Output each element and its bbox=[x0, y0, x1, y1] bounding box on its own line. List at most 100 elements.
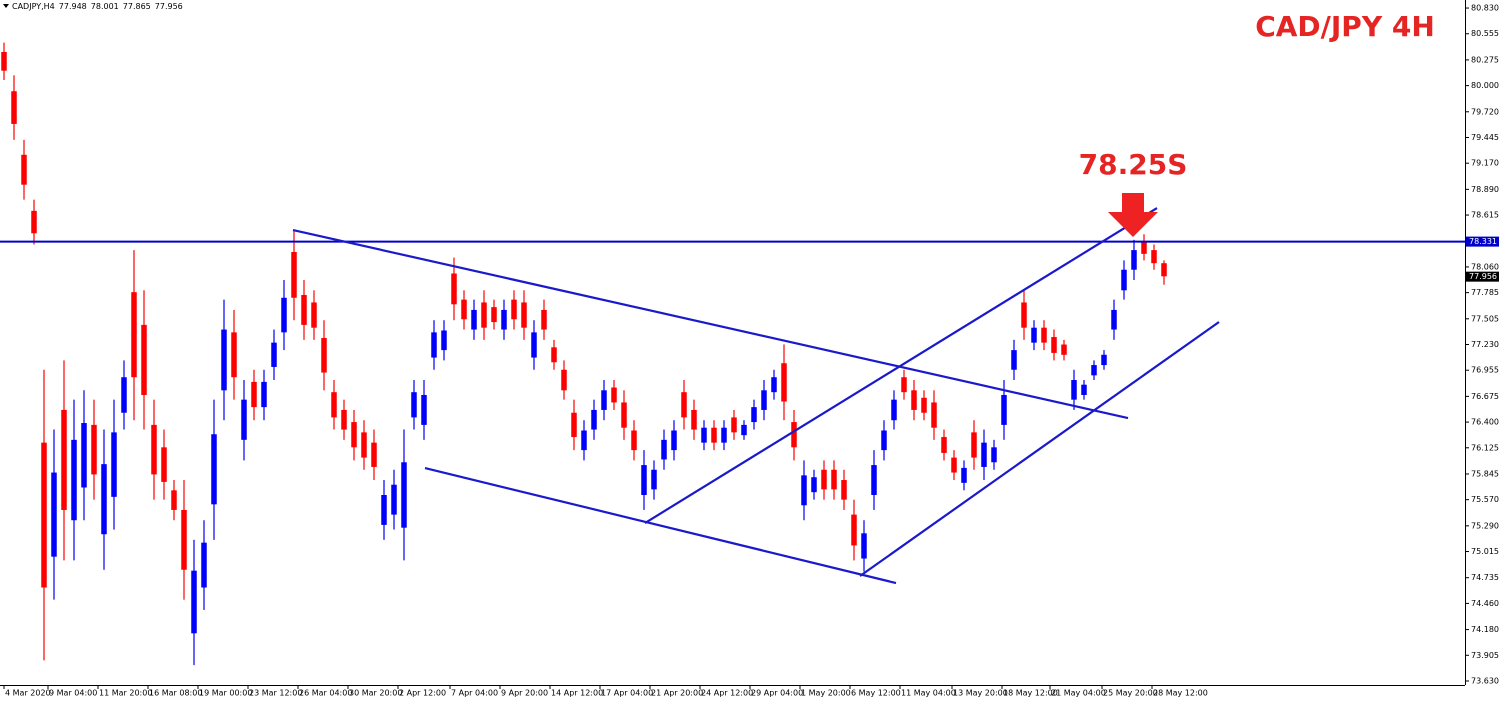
candle-body bbox=[611, 387, 617, 403]
candle-body bbox=[841, 480, 847, 500]
candle-body bbox=[821, 469, 827, 490]
candle-body bbox=[31, 210, 37, 234]
candle-body bbox=[1081, 384, 1087, 395]
y-tick-label: 80.275 bbox=[1471, 55, 1499, 64]
candle-body bbox=[141, 324, 147, 395]
menu-triangle bbox=[3, 4, 9, 8]
candle-body bbox=[551, 347, 557, 363]
candle-body bbox=[501, 309, 507, 330]
candle-body bbox=[581, 430, 587, 451]
candle-body bbox=[1041, 327, 1047, 343]
x-tick-label: 13 May 20:00 bbox=[953, 689, 1008, 698]
y-tick-label: 80.555 bbox=[1471, 29, 1499, 38]
candle-body bbox=[561, 369, 567, 391]
candle-body bbox=[871, 465, 877, 495]
y-tick-label: 73.630 bbox=[1471, 676, 1499, 685]
y-tick-label: 76.675 bbox=[1471, 392, 1499, 401]
candle-body bbox=[191, 570, 197, 634]
candle-body bbox=[771, 377, 777, 393]
candle-body bbox=[1161, 263, 1167, 277]
candle-body bbox=[21, 154, 27, 185]
candle-body bbox=[331, 392, 337, 418]
candle-body bbox=[651, 469, 657, 490]
candle-body bbox=[481, 302, 487, 328]
candle-body bbox=[1151, 250, 1157, 264]
candle-body bbox=[781, 363, 787, 402]
candle-body bbox=[361, 432, 367, 458]
y-tick-label: 76.400 bbox=[1471, 418, 1499, 427]
candle-body bbox=[701, 427, 707, 443]
candle-body bbox=[531, 332, 537, 358]
candle-body bbox=[631, 430, 637, 451]
candle-body bbox=[1111, 309, 1117, 330]
x-tick-label: 17 Apr 04:00 bbox=[601, 689, 653, 698]
x-tick-label: 11 May 04:00 bbox=[901, 689, 956, 698]
candle-body bbox=[411, 392, 417, 418]
candle-body bbox=[811, 477, 817, 493]
x-tick-label: 2 Apr 12:00 bbox=[399, 689, 446, 698]
candle-body bbox=[1061, 344, 1067, 355]
y-tick-label: 76.125 bbox=[1471, 443, 1499, 452]
candle-body bbox=[391, 484, 397, 515]
candle-body bbox=[661, 439, 667, 460]
y-tick-label: 79.170 bbox=[1471, 159, 1499, 168]
last-price-box bbox=[1466, 271, 1499, 282]
candle-body bbox=[1, 51, 7, 71]
y-tick-label: 74.735 bbox=[1471, 573, 1499, 582]
annotation: 78.25S bbox=[1079, 148, 1188, 181]
trendline bbox=[424, 467, 897, 585]
candle-body bbox=[251, 381, 257, 408]
candle-body bbox=[321, 337, 327, 373]
x-tick-label: 16 Mar 08:00 bbox=[149, 689, 202, 698]
arrow-head bbox=[1108, 212, 1158, 237]
candle-body bbox=[201, 542, 207, 588]
candle-body bbox=[461, 299, 467, 320]
candle-body bbox=[761, 390, 767, 410]
candle-body bbox=[351, 422, 357, 448]
candle-body bbox=[401, 462, 407, 528]
candle-body bbox=[171, 490, 177, 510]
hline-price-box bbox=[1466, 236, 1499, 247]
y-tick-label: 79.445 bbox=[1471, 133, 1499, 142]
y-tick-label: 73.905 bbox=[1471, 651, 1499, 660]
candle-body bbox=[831, 469, 837, 490]
candle-body bbox=[271, 342, 277, 367]
candle-body bbox=[931, 402, 937, 428]
candle-body bbox=[211, 434, 217, 505]
candle-body bbox=[741, 424, 747, 436]
x-tick-label: 21 May 04:00 bbox=[1051, 689, 1106, 698]
x-tick-label: 1 May 20:00 bbox=[801, 689, 851, 698]
candle-body bbox=[1031, 327, 1037, 343]
chart-title: CAD/JPY 4H bbox=[1255, 10, 1435, 43]
y-tick-label: 75.845 bbox=[1471, 469, 1499, 478]
trendline bbox=[644, 207, 1158, 524]
x-tick-label: 19 Mar 00:00 bbox=[199, 689, 252, 698]
candle-body bbox=[961, 467, 967, 483]
candle-body bbox=[671, 430, 677, 451]
candle-body bbox=[951, 457, 957, 473]
candle-body bbox=[941, 437, 947, 453]
x-tick-label: 9 Mar 04:00 bbox=[49, 689, 97, 698]
candle-body bbox=[1091, 365, 1097, 376]
candle-body bbox=[621, 402, 627, 428]
candle-body bbox=[301, 294, 307, 325]
y-tick-label: 80.830 bbox=[1471, 4, 1499, 13]
plot-area bbox=[0, 42, 1465, 666]
candle-body bbox=[901, 377, 907, 393]
candle-body bbox=[71, 439, 77, 521]
y-tick-label: 75.570 bbox=[1471, 495, 1499, 504]
candle-body bbox=[151, 424, 157, 475]
candle-body bbox=[231, 332, 237, 378]
readout-close: 77.956 bbox=[155, 2, 183, 11]
y-tick-label: 74.460 bbox=[1471, 599, 1499, 608]
candle-body bbox=[111, 432, 117, 497]
readout-low: 77.865 bbox=[123, 2, 151, 11]
arrow bbox=[1108, 193, 1158, 237]
x-tick-label: 23 Mar 12:00 bbox=[249, 689, 302, 698]
readout-high: 78.001 bbox=[91, 2, 119, 11]
candle-body bbox=[261, 381, 267, 408]
x-tick-label: 4 Mar 2020 bbox=[5, 689, 51, 698]
candle-body bbox=[41, 442, 47, 588]
candle-body bbox=[891, 399, 897, 421]
